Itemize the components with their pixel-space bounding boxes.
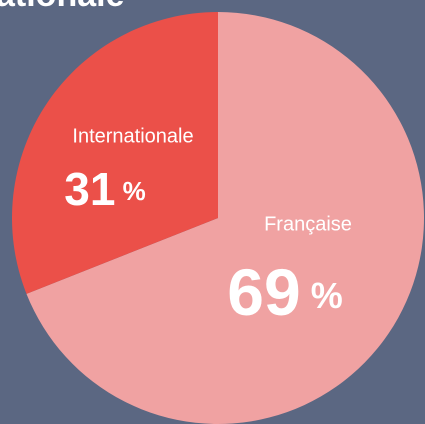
chart-title: ationale <box>0 0 124 14</box>
pie-slice <box>12 12 219 294</box>
slice-label: Française <box>264 213 352 235</box>
value-label: 69 % <box>227 255 342 329</box>
value-label: 31 % <box>64 163 146 215</box>
slice-label: Internationale <box>72 125 193 147</box>
pie-slice <box>26 12 425 424</box>
